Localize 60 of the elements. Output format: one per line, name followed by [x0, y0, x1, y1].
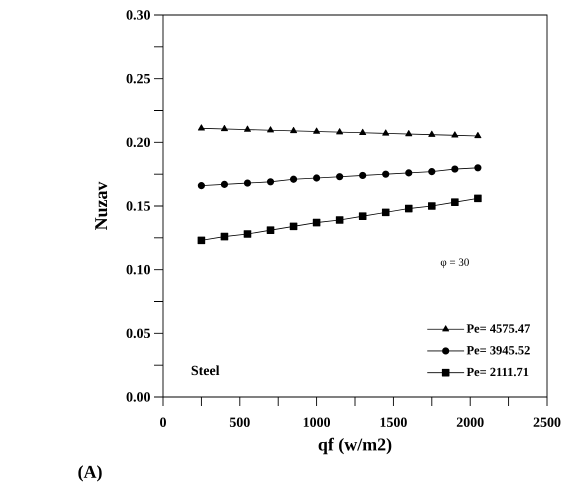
point [474, 132, 482, 138]
point [451, 198, 459, 206]
legend-label: Pe= 4575.47 [466, 324, 530, 333]
point [244, 126, 251, 132]
point [290, 222, 298, 230]
point [290, 126, 298, 134]
x-tick-label: 0 [160, 418, 166, 427]
point [474, 164, 482, 172]
x-tick-label: 2000 [456, 418, 484, 427]
point [244, 179, 252, 187]
point [451, 165, 458, 173]
point [313, 174, 320, 182]
point [312, 218, 320, 226]
point [266, 178, 274, 186]
y-tick-label: 0.20 [126, 138, 150, 148]
annotation: Steel [192, 365, 220, 376]
x-tick-label: 1000 [304, 418, 330, 427]
point [382, 170, 390, 178]
text: (A) [78, 465, 102, 482]
point [220, 232, 228, 240]
point [220, 180, 228, 188]
x-tick-label: 1500 [380, 418, 407, 427]
legend-label: Pe= 2111.71 [466, 368, 528, 376]
point [428, 130, 436, 137]
x-axis-title: qf (w/m2) [318, 438, 392, 454]
point [244, 230, 252, 238]
point [313, 128, 320, 134]
point [267, 126, 274, 132]
point [198, 124, 205, 131]
annotation: φ = 30 [440, 258, 469, 268]
point [336, 216, 344, 224]
point [405, 169, 412, 176]
y-tick-label: 0.15 [126, 201, 150, 211]
point [359, 172, 366, 180]
y-tick-label: 0.25 [126, 74, 150, 84]
point [358, 212, 366, 220]
y-tick-label: 0.05 [126, 328, 150, 338]
point [220, 124, 228, 132]
point [428, 202, 436, 210]
point [198, 236, 206, 244]
point [404, 204, 413, 212]
point [405, 130, 412, 136]
point [336, 173, 344, 180]
point [382, 208, 390, 216]
y-axis-title: Nuzav [95, 182, 108, 230]
x-tick-label: 2500 [534, 418, 560, 427]
y-tick-label: 0.30 [126, 10, 150, 20]
point [359, 128, 366, 135]
point [198, 182, 205, 190]
point [336, 128, 344, 134]
y-tick-label: 0.00 [126, 392, 150, 402]
point [428, 168, 436, 176]
point [382, 129, 390, 136]
point [290, 176, 298, 183]
point [451, 131, 458, 138]
point [266, 226, 274, 234]
legend-label: Pe= 3945.52 [466, 346, 530, 354]
y-tick-label: 0.10 [126, 264, 150, 274]
point [474, 194, 482, 202]
x-tick-label: 500 [230, 418, 250, 427]
